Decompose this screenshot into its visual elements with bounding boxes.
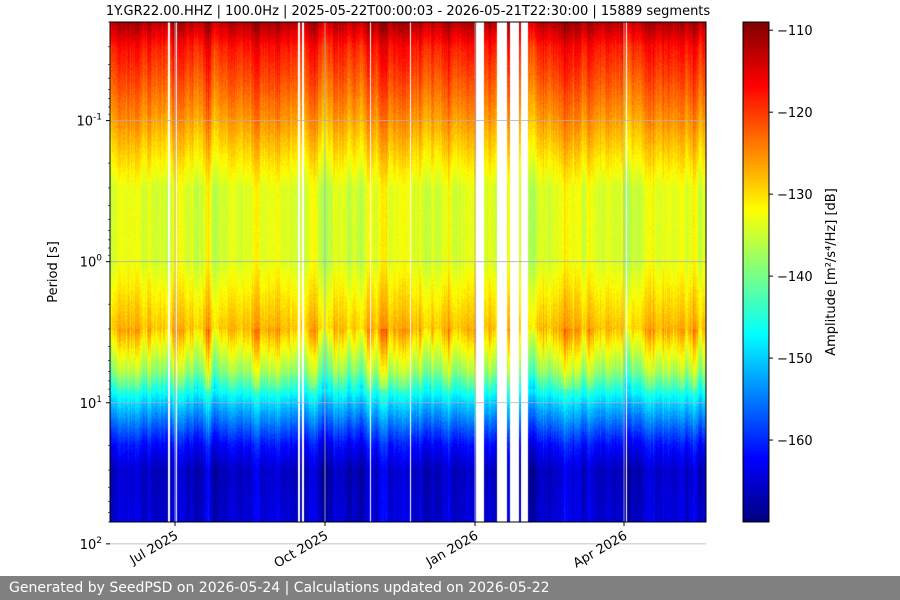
y-tick-label: 100 — [80, 254, 103, 271]
heatmap-canvas — [110, 22, 706, 522]
x-tick-label: Oct 2025 — [272, 528, 331, 571]
x-tick-label: Apr 2026 — [571, 528, 630, 571]
colorbar-label: Amplitude [m²/s⁴/Hz] [dB] — [824, 188, 839, 356]
heatmap-area — [110, 22, 706, 522]
colorbar-axis: −110 −120 −130 −140 −150 −160 — [769, 24, 813, 449]
x-tick-label: Jan 2026 — [423, 528, 481, 570]
colorbar-tick-label: −150 — [777, 352, 813, 367]
colorbar — [743, 22, 769, 522]
heatmap-canvas-wrap — [110, 22, 706, 522]
x-axis: Jul 2025 Oct 2025 Jan 2026 Apr 2026 — [127, 522, 630, 571]
grid-lines — [110, 22, 706, 545]
colorbar-tick-label: −130 — [777, 188, 813, 203]
y-tick-label: 102 — [80, 536, 102, 553]
footer-bar: Generated by SeedPSD on 2026-05-24 | Cal… — [0, 576, 900, 600]
plot-frame — [109, 21, 707, 523]
footer-text: Generated by SeedPSD on 2026-05-24 | Cal… — [9, 580, 550, 596]
y-tick-label: 101 — [80, 395, 102, 412]
colorbar-tick-label: −140 — [777, 270, 813, 285]
colorbar-frame — [742, 21, 770, 523]
colorbar-tick-label: −110 — [777, 24, 813, 39]
chart-title: 1Y.GR22.00.HHZ | 100.0Hz | 2025-05-22T00… — [106, 4, 711, 19]
x-tick-label: Jul 2025 — [127, 528, 181, 568]
colorbar-tick-label: −120 — [777, 106, 813, 121]
y-tick-label: 10-1 — [76, 113, 102, 130]
colorbar-tick-label: −160 — [777, 434, 813, 449]
y-axis: 10-1 100 101 102 — [76, 21, 110, 553]
y-axis-label: Period [s] — [46, 241, 61, 303]
colorbar-wrap — [743, 22, 769, 522]
